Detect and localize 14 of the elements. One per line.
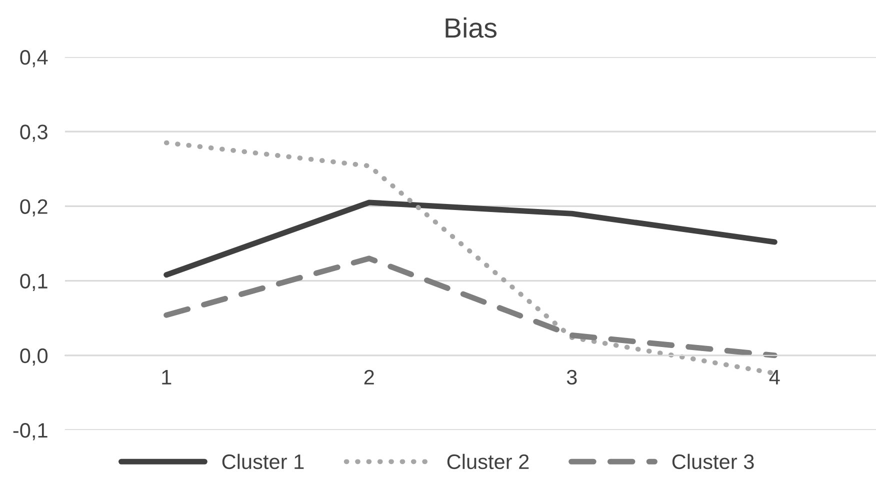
- y-tick-label: 0,3: [20, 124, 48, 142]
- y-tick-label: 0,0: [20, 348, 48, 366]
- legend-label: Cluster 3: [672, 454, 754, 470]
- x-tick-label: 3: [566, 370, 577, 385]
- x-tick-label: 2: [364, 370, 374, 384]
- y-tick-label: -0,1: [13, 423, 48, 440]
- legend-label: Cluster 2: [447, 454, 529, 470]
- legend-label: Cluster 1: [222, 454, 304, 470]
- y-tick-label: 0,1: [20, 274, 48, 292]
- x-tick-label: 1: [162, 370, 172, 384]
- chart-title: Bias: [446, 17, 497, 38]
- y-tick-label: 0,4: [20, 50, 48, 68]
- y-tick-label: 0,2: [20, 199, 48, 216]
- x-tick-label: 4: [769, 370, 780, 384]
